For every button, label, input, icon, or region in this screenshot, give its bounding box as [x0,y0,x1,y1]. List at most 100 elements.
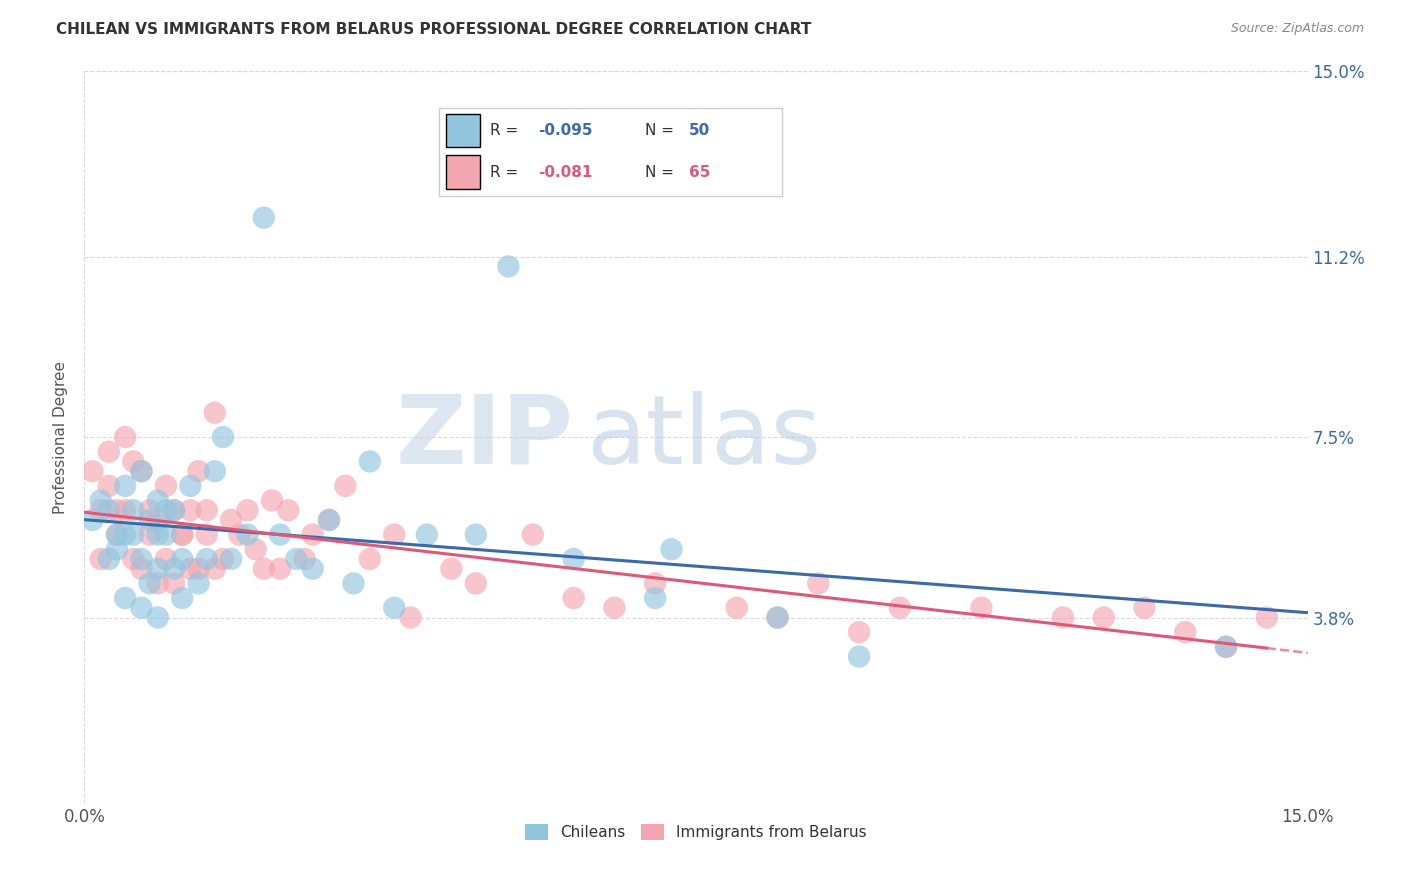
Point [155,479,177,493]
Point [82,464,104,478]
Point [146,493,169,508]
Point [155,552,177,566]
Point [97,444,120,458]
Point [498,260,520,274]
Point [661,542,683,557]
Point [1256,610,1278,624]
Point [122,503,145,517]
Point [163,503,186,517]
Point [1133,600,1156,615]
Point [285,552,308,566]
Point [114,591,136,605]
Point [131,562,153,576]
Point [294,552,316,566]
Point [195,503,218,517]
Point [131,600,153,615]
Legend: Chileans, Immigrants from Belarus: Chileans, Immigrants from Belarus [519,818,873,847]
Point [114,527,136,541]
Point [97,552,120,566]
Point [301,562,323,576]
Point [228,527,250,541]
Point [179,562,201,576]
Point [122,552,145,566]
Point [603,600,626,615]
Point [131,464,153,478]
Point [440,562,463,576]
Point [318,513,340,527]
Point [269,562,291,576]
Point [138,513,160,527]
Point [236,503,259,517]
Point [644,591,666,605]
Point [163,562,186,576]
Point [138,503,160,517]
Point [204,464,226,478]
Point [219,513,242,527]
Point [172,552,194,566]
Text: ZIP: ZIP [395,391,574,483]
Point [382,527,405,541]
Point [562,591,585,605]
Point [179,479,201,493]
Point [131,464,153,478]
Point [416,527,439,541]
Point [335,479,357,493]
Point [90,503,112,517]
Point [163,576,186,591]
Point [464,576,486,591]
Point [105,503,128,517]
Point [260,493,283,508]
Point [766,610,789,624]
Point [359,454,381,468]
Point [155,503,177,517]
Point [172,591,194,605]
Point [105,527,128,541]
Point [245,542,267,557]
Point [1052,610,1074,624]
Point [146,610,169,624]
Point [807,576,830,591]
Text: Source: ZipAtlas.com: Source: ZipAtlas.com [1230,22,1364,36]
Point [970,600,993,615]
Point [725,600,748,615]
Point [179,503,201,517]
Point [172,527,194,541]
Point [138,576,160,591]
Point [114,430,136,444]
Point [522,527,544,541]
Point [114,479,136,493]
Point [204,406,226,420]
Point [1174,625,1197,640]
Point [105,527,128,541]
Point [204,562,226,576]
Point [172,527,194,541]
Point [195,552,218,566]
Point [138,527,160,541]
Point [146,562,169,576]
Point [195,527,218,541]
Point [644,576,666,591]
Y-axis label: Professional Degree: Professional Degree [53,360,69,514]
Point [1092,610,1115,624]
Point [301,527,323,541]
Point [146,513,169,527]
Point [122,454,145,468]
Point [97,479,120,493]
Point [318,513,340,527]
Point [90,552,112,566]
Point [97,503,120,517]
Point [342,576,364,591]
Text: CHILEAN VS IMMIGRANTS FROM BELARUS PROFESSIONAL DEGREE CORRELATION CHART: CHILEAN VS IMMIGRANTS FROM BELARUS PROFE… [56,22,811,37]
Point [277,503,299,517]
Point [131,552,153,566]
Point [212,552,235,566]
Point [382,600,405,615]
Point [187,576,209,591]
Point [187,562,209,576]
Point [187,464,209,478]
Point [269,527,291,541]
Point [253,211,276,225]
Point [399,610,422,624]
Point [90,493,112,508]
Point [889,600,911,615]
